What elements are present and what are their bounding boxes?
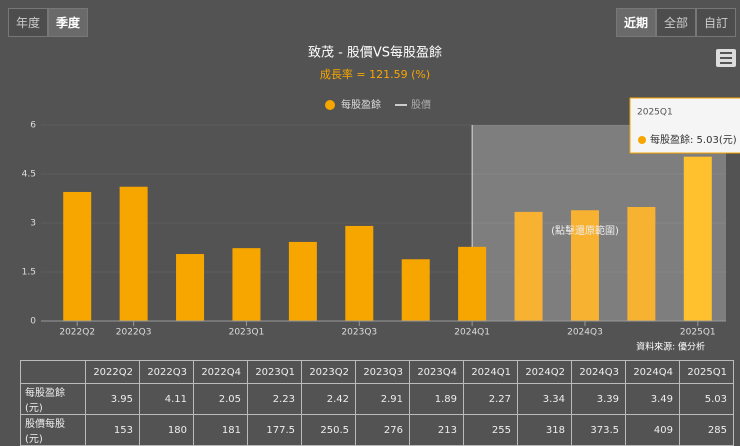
table-row: 每股盈餘(元) 3.95 4.11 2.05 2.23 2.42 2.91 1.89 2.27 3…: [20, 383, 734, 415]
x-tick-label: 2022Q2: [59, 328, 95, 338]
y-tick-label: 0: [30, 317, 36, 327]
table-row: 股價每股(元) 153 180 181 177.5 250.5 276 213 255 318 37…: [20, 414, 734, 446]
x-tick-label: 2025Q1: [680, 328, 716, 338]
bar: [458, 246, 487, 321]
table-cell: 181: [193, 414, 248, 446]
table-cell: 3.95: [85, 383, 140, 415]
tooltip-box: [629, 97, 740, 154]
zoom-label: (點擊還原範圍): [551, 224, 619, 237]
bar: [514, 211, 543, 321]
y-tick-label: 4.5: [22, 170, 36, 180]
legend-label: 每股盈餘: [341, 98, 381, 111]
period-buttons: 年度 季度: [8, 8, 89, 37]
tooltip-label: 每股盈餘: 5.03(元): [650, 133, 737, 146]
tooltip-marker: [638, 136, 646, 144]
y-tick-label: 1.5: [22, 268, 36, 278]
bar: [627, 206, 656, 321]
table-cell: 3.39: [571, 383, 626, 415]
recent-button[interactable]: 近期: [615, 8, 656, 37]
table-cell: 2.27: [463, 383, 518, 415]
table-cell: 2022Q3: [139, 360, 194, 384]
bar: [345, 225, 374, 321]
table-cell: 股價每股(元): [20, 414, 86, 446]
bar: [683, 156, 712, 321]
table-cell: [20, 360, 86, 384]
table-cell: 3.34: [517, 383, 572, 415]
table-cell: 2024Q3: [571, 360, 626, 384]
table-cell: 2023Q3: [355, 360, 410, 384]
menu-icon[interactable]: [716, 49, 736, 67]
bar: [119, 186, 148, 321]
custom-button[interactable]: 自訂: [695, 8, 736, 37]
quarter-button[interactable]: 季度: [48, 8, 89, 37]
table-cell: 2023Q4: [409, 360, 464, 384]
all-button[interactable]: 全部: [655, 8, 696, 37]
table-cell: 255: [463, 414, 518, 446]
table-cell: 2023Q2: [301, 360, 356, 384]
table-cell: 2022Q4: [193, 360, 248, 384]
table-cell: 276: [355, 414, 410, 446]
data-table: 2022Q2 2022Q3 2022Q4 2023Q1 2023Q2 2023Q3 2023…: [20, 360, 734, 446]
table-cell: 4.11: [139, 383, 194, 415]
x-tick-label: 2023Q3: [341, 328, 377, 338]
table-cell: 373.5: [571, 414, 626, 446]
table-cell: 177.5: [247, 414, 302, 446]
legend-marker: [325, 100, 335, 110]
table-cell: 2023Q1: [247, 360, 302, 384]
tooltip-title: 2025Q1: [637, 108, 673, 118]
table-cell: 2.42: [301, 383, 356, 415]
table-cell: 2.05: [193, 383, 248, 415]
table-cell: 213: [409, 414, 464, 446]
table-cell: 2.23: [247, 383, 302, 415]
table-cell: 每股盈餘(元): [20, 383, 86, 415]
table-cell: 250.5: [301, 414, 356, 446]
table-cell: 2025Q1: [679, 360, 734, 384]
range-buttons: 近期 全部 自訂: [615, 8, 736, 37]
year-button[interactable]: 年度: [8, 8, 49, 37]
legend-label: 股價: [411, 98, 431, 111]
table-cell: 2024Q4: [625, 360, 680, 384]
bar: [401, 259, 430, 321]
bar: [63, 191, 92, 321]
table-cell: 285: [679, 414, 734, 446]
bar: [570, 210, 599, 321]
source: 資料來源: 優分析: [636, 341, 705, 353]
chart-title: 致茂 - 股價VS每股盈餘: [308, 45, 442, 61]
x-tick-label: 2024Q3: [567, 328, 603, 338]
table-cell: 153: [85, 414, 140, 446]
x-tick-label: 2023Q1: [229, 328, 265, 338]
zoom-region: [472, 125, 726, 321]
y-tick-label: 6: [30, 121, 36, 131]
bar: [176, 254, 205, 321]
y-tick-label: 3: [30, 219, 36, 229]
table-cell: 2.91: [355, 383, 410, 415]
bar: [288, 241, 317, 321]
table-cell: 2024Q2: [517, 360, 572, 384]
table-cell: 180: [139, 414, 194, 446]
table-cell: 2022Q2: [85, 360, 140, 384]
table-cell: 2024Q1: [463, 360, 518, 384]
table-cell: 1.89: [409, 383, 464, 415]
bar: [232, 248, 261, 321]
chart: 致茂 - 股價VS每股盈餘 成長率 = 121.59 (%) 資料來源: 優分析…: [22, 45, 740, 353]
x-tick-label: 2022Q3: [116, 328, 152, 338]
table-cell: 3.49: [625, 383, 680, 415]
table-header: 2022Q2 2022Q3 2022Q4 2023Q1 2023Q2 2023Q3 2023…: [20, 360, 734, 384]
table-cell: 318: [517, 414, 572, 446]
table-cell: 409: [625, 414, 680, 446]
x-tick-label: 2024Q1: [454, 328, 490, 338]
table-cell: 5.03: [679, 383, 734, 415]
page: 年度 季度 近期 全部 自訂 致茂 - 股價VS每股盈餘 成長率 = 121.5…: [8, 8, 740, 446]
chart-subtitle: 成長率 = 121.59 (%): [320, 67, 430, 81]
